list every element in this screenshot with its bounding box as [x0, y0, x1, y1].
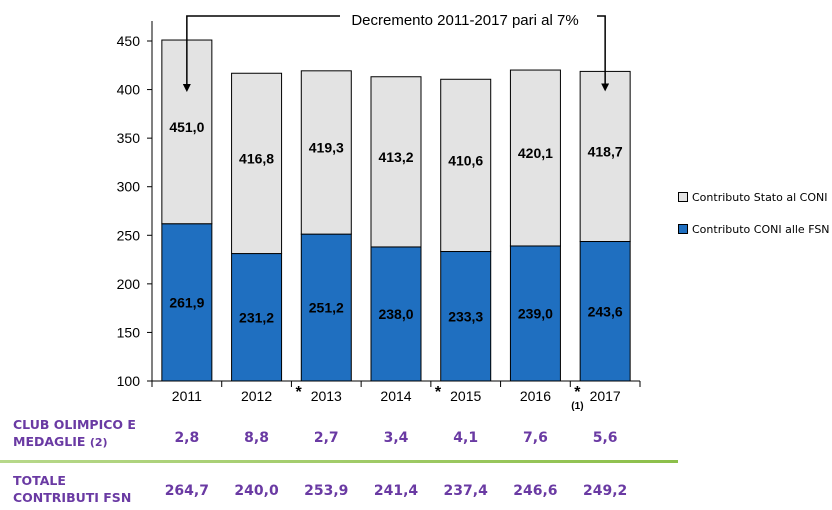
- x-tick-label-2013: 2013: [311, 388, 342, 404]
- data-label-coni-2013: 251,2: [309, 300, 344, 316]
- totale-value-2013: 253,9: [304, 483, 349, 499]
- bar-coni-2013: [300, 233, 352, 382]
- bar-stato-2013: [300, 70, 352, 235]
- club-value-2011: 2,8: [174, 430, 200, 446]
- annotation-arrow-left: [182, 15, 340, 93]
- club-value-2014: 3,4: [383, 430, 409, 446]
- legend-item-stato: Contributo Stato al CONI: [678, 188, 830, 206]
- totals-divider: [0, 460, 678, 463]
- x-tick-label-2012: 2012: [241, 388, 272, 404]
- bar-stato-2015: [440, 78, 492, 253]
- legend-label-stato: Contributo Stato al CONI: [692, 190, 828, 204]
- chart-legend: Contributo Stato al CONI Contributo CONI…: [678, 188, 830, 252]
- chart-annotation: Decremento 2011-2017 pari al 7%: [351, 12, 578, 29]
- footnote-marker-2012: *: [295, 384, 302, 401]
- bar-stato-2017: [579, 70, 631, 243]
- x-tick-label-2016: 2016: [520, 388, 551, 404]
- legend-swatch-coni: [678, 224, 688, 234]
- x-tick-label-2017: 2017: [590, 388, 621, 404]
- bar-coni-2011: [161, 223, 213, 382]
- x-tick-label-2014: 2014: [380, 388, 411, 404]
- totale-value-2011: 264,7: [164, 483, 209, 499]
- data-label-stato-2017: 418,7: [588, 143, 623, 159]
- club-value-2016: 7,6: [523, 430, 548, 446]
- data-label-coni-2012: 231,2: [239, 309, 274, 325]
- bar-stato-2012: [231, 72, 283, 255]
- y-tick-label-100: 100: [117, 373, 141, 389]
- x-tick-label-2015: 2015: [450, 388, 481, 404]
- bar-stato-2016: [509, 69, 561, 247]
- data-label-stato-2011: 451,0: [169, 119, 204, 135]
- data-label-stato-2013: 419,3: [309, 139, 344, 155]
- totale-value-2016: 246,6: [513, 483, 558, 499]
- data-label-stato-2014: 413,2: [378, 149, 413, 165]
- club-value-2015: 4,1: [453, 430, 479, 446]
- data-label-stato-2012: 416,8: [239, 150, 274, 166]
- data-label-coni-2016: 239,0: [518, 305, 553, 321]
- bar-coni-2016: [509, 245, 561, 382]
- totale-row-label-line1: TOTALE: [13, 473, 66, 488]
- y-tick-label-350: 350: [117, 130, 141, 146]
- data-label-coni-2011: 261,9: [169, 294, 204, 310]
- legend-swatch-stato: [678, 192, 688, 202]
- y-tick-label-300: 300: [117, 179, 141, 195]
- footnote-note-2016: (1): [571, 401, 583, 412]
- footnote-marker-2016: *: [574, 384, 581, 401]
- x-tick-label-2011: 2011: [172, 388, 202, 404]
- club-row-label-line1: CLUB OLIMPICO E: [13, 417, 136, 432]
- data-label-stato-2016: 420,1: [518, 145, 553, 161]
- footnote-marker-2014: *: [435, 384, 442, 401]
- club-value-2012: 8,8: [244, 430, 269, 446]
- data-label-coni-2017: 243,6: [588, 303, 623, 319]
- y-tick-label-200: 200: [117, 276, 141, 292]
- bar-coni-2014: [370, 246, 422, 382]
- club-row-label-line2: MEDAGLIE: [13, 434, 86, 449]
- club-row-label: CLUB OLIMPICO E MEDAGLIE (2): [13, 416, 136, 451]
- data-label-coni-2015: 233,3: [448, 308, 483, 324]
- club-row-label-note: (2): [89, 436, 108, 449]
- data-label-stato-2015: 410,6: [448, 152, 483, 168]
- totale-value-2012: 240,0: [234, 483, 279, 499]
- y-tick-label-250: 250: [117, 227, 141, 243]
- bar-stato-2014: [370, 76, 422, 248]
- totale-row-label-line2: CONTRIBUTI FSN: [13, 490, 132, 505]
- legend-item-coni: Contributo CONI alle FSN: [678, 220, 830, 238]
- totale-value-2015: 237,4: [443, 483, 488, 499]
- totale-row-label: TOTALE CONTRIBUTI FSN: [13, 472, 131, 506]
- totale-value-2014: 241,4: [373, 483, 419, 499]
- y-tick-label-450: 450: [117, 33, 141, 49]
- club-value-2013: 2,7: [313, 430, 339, 446]
- club-value-2017: 5,6: [592, 430, 618, 446]
- legend-label-coni: Contributo CONI alle FSN: [692, 222, 830, 236]
- totale-value-2017: 249,2: [582, 483, 628, 499]
- y-tick-label-400: 400: [117, 82, 141, 98]
- y-tick-label-150: 150: [117, 324, 141, 340]
- data-label-coni-2014: 238,0: [378, 306, 413, 322]
- annotation-arrow-right: [597, 15, 610, 92]
- bar-coni-2015: [440, 251, 492, 382]
